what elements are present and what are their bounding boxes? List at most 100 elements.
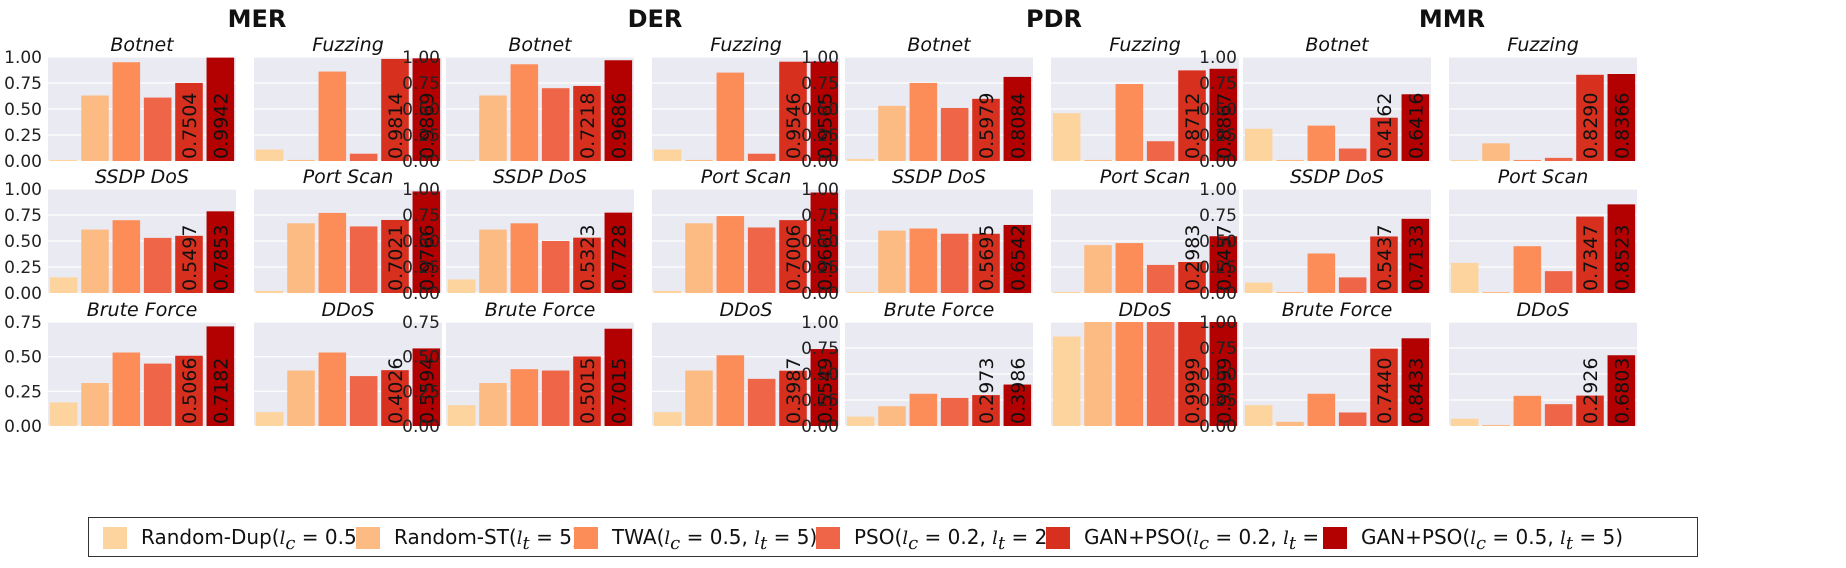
y-tick-label: 0.50 bbox=[1199, 100, 1237, 120]
y-tick-label: 1.00 bbox=[402, 48, 440, 68]
y-tick-label: 0.25 bbox=[4, 258, 42, 278]
data-label-mer-ssdp-dos-4: 0.5497 bbox=[179, 225, 201, 291]
bar-der-ssdp-dos-4 bbox=[573, 237, 601, 293]
bar-mmr-ddos-2 bbox=[1513, 395, 1542, 426]
y-tick-label: 0.25 bbox=[1199, 126, 1237, 146]
bar-mmr-botnet-2 bbox=[1307, 125, 1336, 161]
bar-mmr-ssdp-dos-4 bbox=[1370, 236, 1398, 293]
y-tick-label: 0.50 bbox=[801, 232, 839, 252]
data-label-der-fuzzing-4: 0.9546 bbox=[783, 93, 805, 159]
data-label-mer-ddos-4: 0.4026 bbox=[385, 358, 407, 424]
bar-mer-brute-force-3 bbox=[143, 363, 172, 426]
data-label-mer-port-scan-4: 0.7021 bbox=[385, 225, 407, 291]
bar-mer-brute-force-2 bbox=[112, 352, 141, 426]
y-tick-label: 0.25 bbox=[4, 126, 42, 146]
data-label-mmr-brute-force-5: 0.8433 bbox=[1405, 358, 1427, 424]
subplot-title-der-port-scan: Port Scan bbox=[701, 166, 792, 188]
data-label-mer-botnet-4: 0.7504 bbox=[179, 93, 201, 159]
bar-der-fuzzing-3 bbox=[747, 153, 776, 161]
bar-der-botnet-3 bbox=[541, 88, 570, 161]
subplot-title-pdr-port-scan: Port Scan bbox=[1100, 166, 1191, 188]
bar-pdr-fuzzing-5 bbox=[1209, 68, 1238, 161]
data-label-der-fuzzing-5: 0.9565 bbox=[814, 93, 836, 159]
legend-label: GAN+PSO(lc = 0.2, lt = 2) bbox=[1084, 525, 1347, 554]
bar-mer-ddos-3 bbox=[349, 376, 378, 426]
bar-der-botnet-5 bbox=[604, 60, 633, 162]
bar-mmr-botnet-4 bbox=[1370, 117, 1398, 161]
y-tick-label: 0.50 bbox=[801, 365, 839, 385]
legend-label: GAN+PSO(lc = 0.5, lt = 5) bbox=[1361, 525, 1624, 554]
bar-mer-botnet-2 bbox=[112, 62, 141, 162]
panel-der-ddos bbox=[652, 322, 840, 426]
data-label-mer-port-scan-5: 0.9766 bbox=[416, 225, 438, 291]
y-tick-label: 0.25 bbox=[801, 391, 839, 411]
bar-pdr-brute-force-1 bbox=[878, 406, 906, 426]
bar-mmr-ssdp-dos-3 bbox=[1338, 277, 1367, 293]
bar-pdr-port-scan-3 bbox=[1146, 264, 1175, 293]
data-label-der-botnet-5: 0.9686 bbox=[608, 93, 630, 159]
data-label-mer-fuzzing-4: 0.9814 bbox=[385, 93, 407, 159]
bar-der-ssdp-dos-2 bbox=[510, 223, 539, 293]
data-label-pdr-botnet-5: 0.8084 bbox=[1007, 93, 1029, 159]
bar-mer-botnet-4 bbox=[175, 82, 203, 161]
subplot-title-pdr-botnet: Botnet bbox=[907, 34, 972, 56]
bar-der-brute-force-2 bbox=[510, 369, 539, 426]
panel-der-brute-force bbox=[446, 322, 634, 426]
bar-mer-port-scan-1 bbox=[287, 223, 315, 293]
y-tick-label: 1.00 bbox=[801, 48, 839, 68]
y-tick-label: 0.25 bbox=[402, 258, 440, 278]
subplot-title-mmr-ddos: DDoS bbox=[1517, 299, 1570, 321]
bar-der-port-scan-3 bbox=[747, 227, 776, 293]
bar-der-fuzzing-5 bbox=[810, 61, 839, 161]
bar-mmr-ssdp-dos-5 bbox=[1401, 218, 1430, 293]
data-label-der-ddos-5: 0.5549 bbox=[814, 358, 836, 424]
subplot-title-pdr-brute-force: Brute Force bbox=[884, 299, 995, 321]
bar-mmr-port-scan-4 bbox=[1576, 216, 1604, 293]
y-tick-label: 0.00 bbox=[4, 284, 42, 304]
bar-mmr-ddos-1 bbox=[1482, 424, 1510, 426]
subplot-title-mmr-brute-force: Brute Force bbox=[1282, 299, 1393, 321]
bar-mmr-botnet-1 bbox=[1276, 159, 1304, 161]
bar-mmr-brute-force-5 bbox=[1401, 338, 1430, 426]
bar-mmr-fuzzing-2 bbox=[1513, 159, 1542, 161]
bar-mer-ddos-2 bbox=[318, 352, 347, 426]
bar-mer-port-scan-0 bbox=[255, 290, 284, 293]
bar-der-ddos-5 bbox=[810, 349, 839, 426]
y-tick-label: 1.00 bbox=[1199, 180, 1237, 200]
y-tick-label: 0.50 bbox=[801, 100, 839, 120]
bar-mmr-fuzzing-5 bbox=[1607, 73, 1636, 161]
y-tick-label: 0.00 bbox=[1199, 284, 1237, 304]
bar-pdr-port-scan-0 bbox=[1052, 291, 1081, 293]
y-tick-label: 0.00 bbox=[402, 417, 440, 437]
subplot-title-pdr-ssdp-dos: SSDP DoS bbox=[892, 166, 986, 188]
bar-der-ssdp-dos-3 bbox=[541, 241, 570, 293]
data-label-mmr-ddos-4: 0.2926 bbox=[1580, 358, 1602, 424]
legend-label: Random-Dup(lc = 0.5) bbox=[141, 525, 365, 554]
subplot-title-mer-ssdp-dos: SSDP DoS bbox=[95, 166, 189, 188]
data-label-pdr-port-scan-4: 0.2983 bbox=[1182, 225, 1204, 291]
data-label-pdr-ddos-4: 0.9999 bbox=[1182, 358, 1204, 424]
y-tick-label: 0.25 bbox=[801, 126, 839, 146]
bar-mer-brute-force-4 bbox=[175, 355, 203, 426]
bar-der-botnet-0 bbox=[447, 159, 476, 161]
bar-pdr-botnet-2 bbox=[909, 83, 938, 161]
bar-mer-ssdp-dos-0 bbox=[49, 277, 78, 293]
y-tick-label: 0.75 bbox=[402, 313, 440, 333]
metric-title-pdr: PDR bbox=[1026, 5, 1082, 33]
data-label-mmr-ddos-5: 0.6803 bbox=[1611, 358, 1633, 424]
metric-title-mmr: MMR bbox=[1419, 5, 1485, 33]
data-label-der-ssdp-dos-4: 0.5323 bbox=[577, 225, 599, 291]
bar-pdr-botnet-1 bbox=[878, 105, 906, 161]
data-label-der-botnet-4: 0.7218 bbox=[577, 93, 599, 159]
subplot-title-mer-fuzzing: Fuzzing bbox=[312, 34, 384, 56]
data-label-mmr-fuzzing-4: 0.8290 bbox=[1580, 93, 1602, 159]
data-label-mmr-port-scan-5: 0.8523 bbox=[1611, 225, 1633, 291]
subplot-title-der-botnet: Botnet bbox=[508, 34, 573, 56]
y-tick-label: 0.00 bbox=[801, 152, 839, 172]
bar-pdr-fuzzing-3 bbox=[1146, 141, 1175, 161]
bar-pdr-ssdp-dos-2 bbox=[909, 228, 938, 293]
bar-mmr-fuzzing-0 bbox=[1450, 159, 1479, 161]
panel-mer-brute-force bbox=[48, 322, 236, 426]
bar-mmr-ssdp-dos-0 bbox=[1244, 282, 1273, 293]
